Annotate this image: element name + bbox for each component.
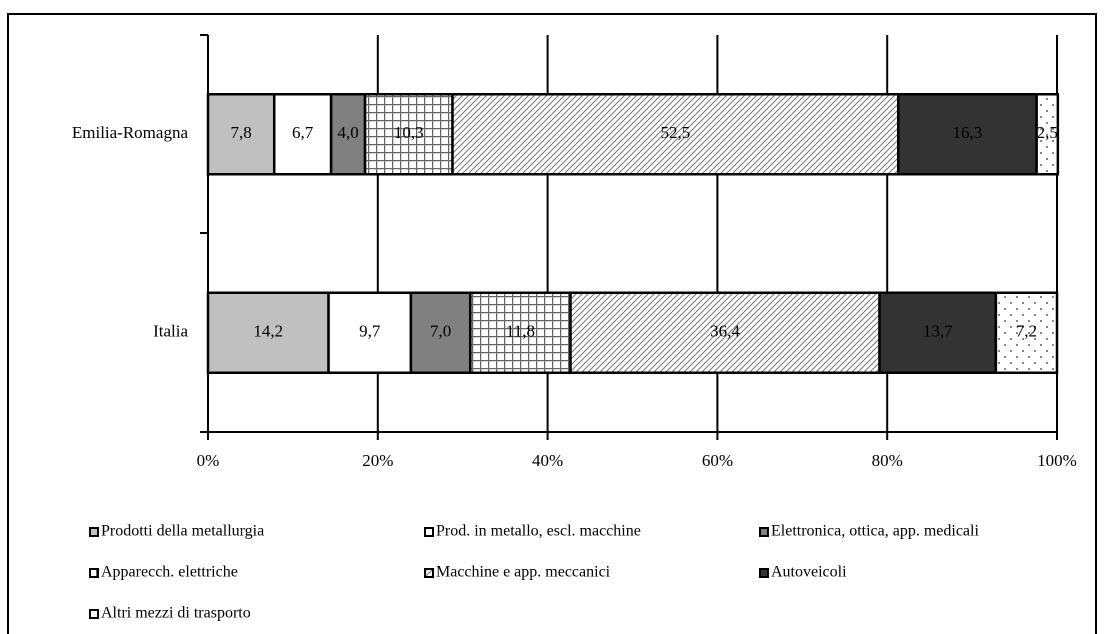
data-label: 6,7	[292, 123, 314, 142]
legend-marker	[89, 568, 99, 578]
data-label: 13,7	[923, 322, 953, 341]
bar-segment	[878, 291, 998, 374]
data-label: 7,8	[230, 123, 251, 142]
bar-segment	[206, 93, 276, 176]
data-label: 2,5	[1037, 123, 1058, 142]
bar-segment	[272, 93, 333, 176]
legend-marker	[759, 568, 769, 578]
legend-marker	[759, 527, 769, 537]
x-tick-label: 80%	[872, 451, 903, 470]
legend-marker	[89, 527, 99, 537]
bar-segment	[1035, 93, 1060, 176]
legend-label: Elettronica, ottica, app. medicali	[771, 523, 979, 540]
legend-label: Prodotti della metallurgia	[101, 523, 264, 540]
data-label: 16,3	[953, 123, 983, 142]
x-tick-label: 20%	[362, 451, 393, 470]
data-label: 10,3	[394, 123, 424, 142]
legend: Prodotti della metallurgia Prod. in metal…	[89, 523, 979, 622]
y-tick-label: Emilia-Romagna	[72, 123, 189, 142]
legend-label: Apparecch. elettriche	[101, 564, 238, 581]
legend-label: Macchine e app. meccanici	[436, 564, 611, 581]
x-tick-label: 100%	[1037, 451, 1077, 470]
bar-segment	[206, 291, 330, 374]
x-tick-label: 60%	[702, 451, 733, 470]
legend-label: Autoveicoli	[771, 564, 847, 581]
bar-segment	[451, 93, 900, 176]
data-label: 4,0	[337, 123, 358, 142]
legend-marker	[89, 609, 99, 619]
data-label: 7,0	[430, 322, 451, 341]
legend-label: Altri mezzi di trasporto	[101, 605, 251, 622]
legend-label: Prod. in metallo, escl. macchine	[436, 523, 641, 540]
data-label: 9,7	[359, 322, 381, 341]
x-tick-label: 0%	[197, 451, 220, 470]
y-tick-label: Italia	[153, 322, 188, 341]
data-label: 36,4	[710, 322, 740, 341]
bar-segment	[896, 93, 1038, 176]
frame	[7, 13, 1097, 634]
bar-segment	[994, 291, 1059, 374]
bar-segment	[327, 291, 413, 374]
data-label: 7,2	[1016, 322, 1037, 341]
legend-marker	[424, 527, 434, 537]
bars: 7,8 6,7 4,0 10,3 52,5 16,3 2,5 14,2 9,7 7,0 11,8 36…	[206, 93, 1060, 374]
data-label: 14,2	[253, 322, 283, 341]
bar-segment	[469, 291, 572, 374]
x-tick-label: 40%	[532, 451, 563, 470]
bar-segment	[569, 291, 881, 374]
data-label: 52,5	[660, 123, 690, 142]
legend-marker	[424, 568, 434, 578]
data-label: 11,8	[506, 322, 535, 341]
bar-segment	[363, 93, 454, 176]
